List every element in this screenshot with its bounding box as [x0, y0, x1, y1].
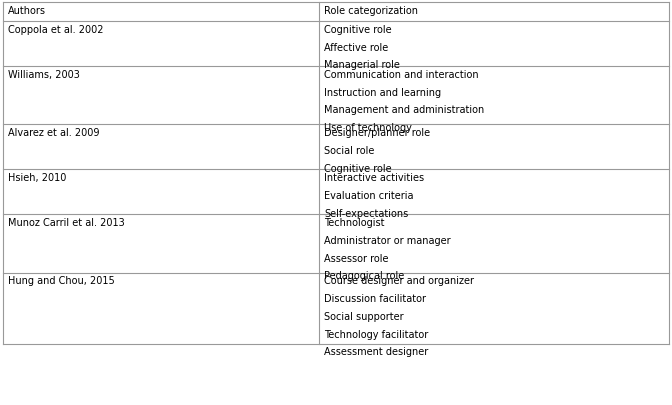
Text: Williams, 2003: Williams, 2003 — [8, 70, 80, 80]
Text: Designer/planner role: Designer/planner role — [324, 128, 430, 138]
Text: Discussion facilitator: Discussion facilitator — [324, 294, 426, 303]
Text: Administrator or manager: Administrator or manager — [324, 235, 451, 245]
Text: Hsieh, 2010: Hsieh, 2010 — [8, 173, 67, 183]
Text: Technology facilitator: Technology facilitator — [324, 329, 428, 339]
Text: Managerial role: Managerial role — [324, 60, 400, 70]
Text: Munoz Carril et al. 2013: Munoz Carril et al. 2013 — [8, 218, 125, 228]
Text: Assessment designer: Assessment designer — [324, 346, 428, 356]
Text: Management and administration: Management and administration — [324, 105, 485, 115]
Text: Pedagogical role: Pedagogical role — [324, 271, 405, 281]
Text: Communication and interaction: Communication and interaction — [324, 70, 478, 80]
Text: Assessor role: Assessor role — [324, 253, 388, 263]
Text: Cognitive role: Cognitive role — [324, 25, 392, 35]
Text: Coppola et al. 2002: Coppola et al. 2002 — [8, 25, 103, 35]
Text: Evaluation criteria: Evaluation criteria — [324, 190, 413, 200]
Text: Cognitive role: Cognitive role — [324, 163, 392, 173]
Text: Interactive activities: Interactive activities — [324, 173, 424, 183]
Text: Authors: Authors — [8, 6, 46, 16]
Text: Social supporter: Social supporter — [324, 311, 404, 321]
Text: Hung and Chou, 2015: Hung and Chou, 2015 — [8, 276, 115, 286]
Text: Role categorization: Role categorization — [324, 6, 418, 16]
Text: Course designer and organizer: Course designer and organizer — [324, 276, 474, 286]
Text: Instruction and learning: Instruction and learning — [324, 87, 442, 98]
Text: Technologist: Technologist — [324, 218, 384, 228]
Text: Social role: Social role — [324, 145, 374, 156]
Text: Use of technology: Use of technology — [324, 123, 412, 133]
Text: Affective role: Affective role — [324, 43, 388, 53]
Text: Alvarez et al. 2009: Alvarez et al. 2009 — [8, 128, 99, 138]
Text: Self-expectations: Self-expectations — [324, 208, 409, 218]
